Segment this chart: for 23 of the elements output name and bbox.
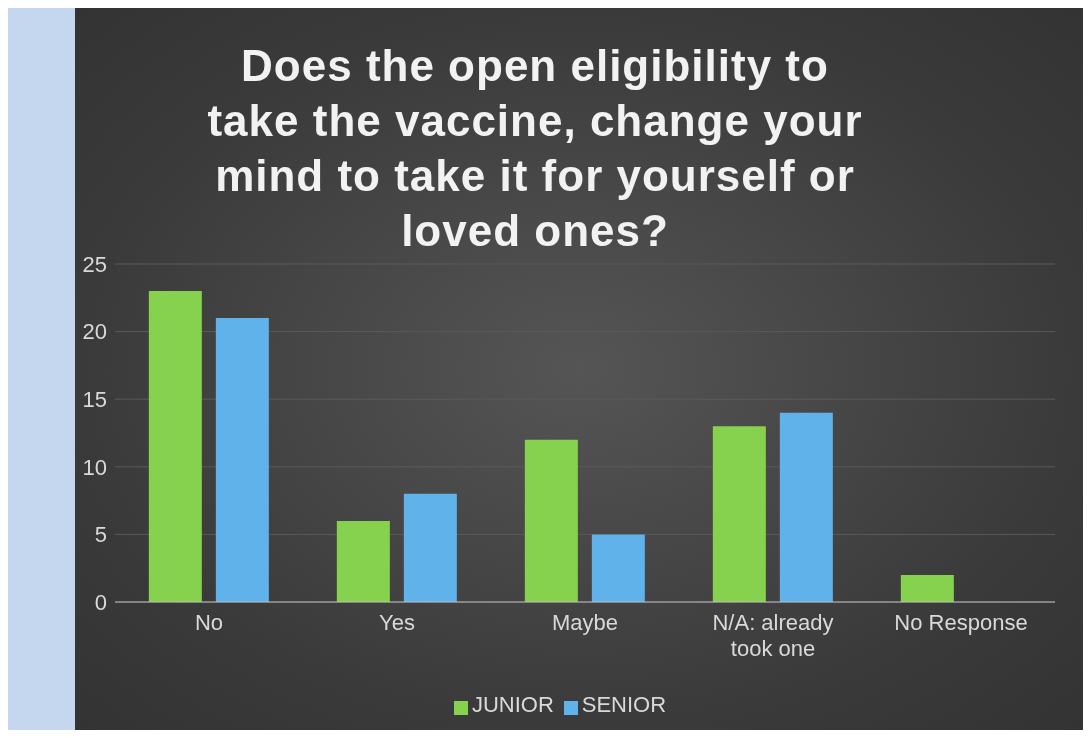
y-tick-label: 15 <box>82 387 107 413</box>
legend-label: JUNIOR <box>471 692 554 717</box>
y-tick-label: 25 <box>82 251 107 277</box>
bar <box>591 534 645 602</box>
x-tick-label: Yes <box>379 610 415 635</box>
legend-label: SENIOR <box>581 692 667 717</box>
bar <box>712 426 766 602</box>
y-tick-label: 0 <box>94 589 107 615</box>
bar <box>215 318 269 602</box>
bar <box>148 291 202 602</box>
x-tick-label: Maybe <box>551 610 619 635</box>
x-tick-label: No <box>194 610 224 635</box>
y-tick-label: 20 <box>82 319 107 345</box>
bar <box>524 439 578 602</box>
y-tick-label: 10 <box>82 454 107 480</box>
chart-title: Does the open eligibility to take the vaccine, change your mind to take it for yourself or loved ones? <box>206 40 864 257</box>
bar <box>336 520 390 602</box>
bar <box>900 574 954 602</box>
y-tick-label: 5 <box>94 522 107 548</box>
x-tick-label: No Response <box>894 610 1028 635</box>
x-tick-label: N/A: already took one <box>712 610 834 661</box>
bar <box>779 412 833 602</box>
bar <box>403 493 457 602</box>
